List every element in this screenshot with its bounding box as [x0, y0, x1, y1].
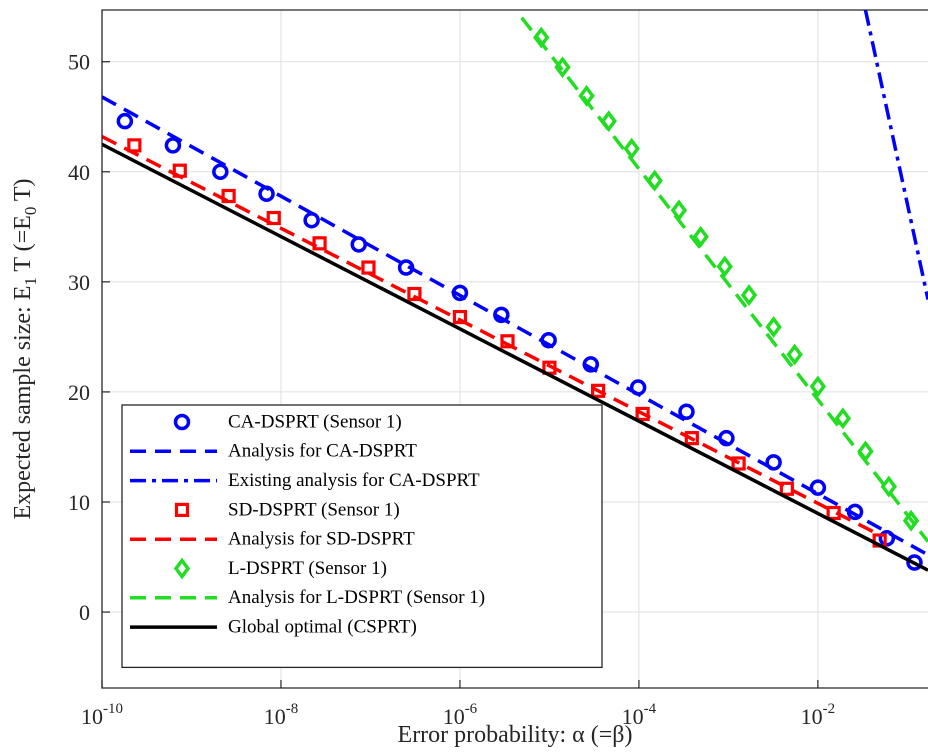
marker — [809, 479, 827, 496]
y-label-subscript: 0 — [21, 207, 40, 216]
x-tick-label: 10-4 — [622, 701, 657, 729]
legend: CA-DSPRT (Sensor 1) Analysis for CA-DSPRT… — [121, 404, 603, 669]
x-tick-exponent: -6 — [465, 701, 478, 717]
x-tick-base: 10 — [81, 704, 103, 729]
marker — [692, 225, 709, 248]
marker — [600, 110, 617, 133]
legend-label: Analysis for SD-DSPRT — [228, 529, 415, 550]
x-tick-label: 10-2 — [801, 701, 836, 729]
marker — [266, 210, 281, 226]
marker — [878, 530, 896, 547]
marker — [678, 403, 695, 420]
marker — [212, 163, 229, 181]
y-label-part: T (=E — [10, 215, 36, 277]
marker — [809, 375, 827, 398]
marker — [127, 138, 142, 153]
marker — [500, 334, 515, 349]
x-tick-label: 10-8 — [264, 701, 299, 729]
x-tick-label: 10-6 — [443, 701, 478, 729]
y-tick-label: 50 — [68, 50, 90, 75]
marker — [731, 456, 746, 471]
x-tick-exponent: -10 — [103, 701, 123, 717]
x-tick-base: 10 — [443, 704, 465, 729]
legend-box — [121, 404, 603, 669]
marker — [834, 407, 852, 430]
series-line — [520, 16, 928, 543]
marker — [164, 137, 182, 154]
y-tick-label: 20 — [68, 380, 90, 405]
y-tick-label: 40 — [68, 160, 90, 185]
legend-label: Analysis for CA-DSPRT — [228, 441, 417, 462]
plot — [102, 10, 928, 572]
x-tick-exponent: -2 — [823, 701, 836, 717]
x-tick-exponent: -4 — [644, 701, 657, 717]
marker — [173, 413, 191, 431]
marker — [765, 454, 782, 471]
marker — [591, 383, 606, 398]
x-tick-base: 10 — [622, 704, 644, 729]
legend-label: CA-DSPRT (Sensor 1) — [228, 411, 402, 432]
marker — [684, 431, 699, 446]
marker — [906, 554, 923, 571]
legend-label: SD-DSPRT (Sensor 1) — [228, 499, 400, 520]
x-axis-label: Error probability: α (=β) — [398, 722, 633, 748]
y-tick-label: 10 — [68, 490, 90, 515]
marker — [361, 260, 376, 275]
x-tick-label: 10-10 — [81, 701, 123, 729]
y-tick-label: 30 — [68, 270, 90, 295]
marker — [646, 169, 663, 192]
marker — [635, 406, 650, 422]
y-tick-label: 0 — [79, 600, 90, 625]
marker — [493, 306, 510, 324]
y-axis-label: Expected sample size: E1 T (=E0 T) — [10, 178, 40, 519]
legend-label: L-DSPRT (Sensor 1) — [228, 558, 387, 579]
marker — [716, 255, 733, 278]
marker — [786, 343, 803, 366]
series-line — [863, 10, 928, 300]
axis-frame — [101, 9, 928, 689]
y-label-part: T) — [10, 178, 36, 206]
x-tick-base: 10 — [801, 704, 823, 729]
marker — [173, 557, 191, 580]
marker — [765, 316, 782, 338]
x-tick-base: 10 — [264, 704, 286, 729]
marker — [221, 188, 236, 204]
marker — [740, 284, 758, 306]
series-line — [102, 142, 928, 572]
marker — [407, 286, 422, 302]
marker — [116, 112, 134, 130]
y-label-subscript: 1 — [21, 277, 40, 286]
series-line — [102, 95, 928, 557]
y-label-part: Expected sample size: E — [10, 286, 36, 520]
legend-label: Existing analysis for CA-DSPRT — [228, 470, 480, 491]
legend-label: Global optimal (CSPRT) — [228, 616, 417, 637]
marker — [174, 502, 190, 517]
x-tick-exponent: -8 — [286, 701, 299, 717]
legend-label: Analysis for L-DSPRT (Sensor 1) — [228, 587, 485, 608]
series-line — [102, 135, 881, 537]
marker — [452, 309, 468, 325]
marker — [902, 509, 920, 532]
